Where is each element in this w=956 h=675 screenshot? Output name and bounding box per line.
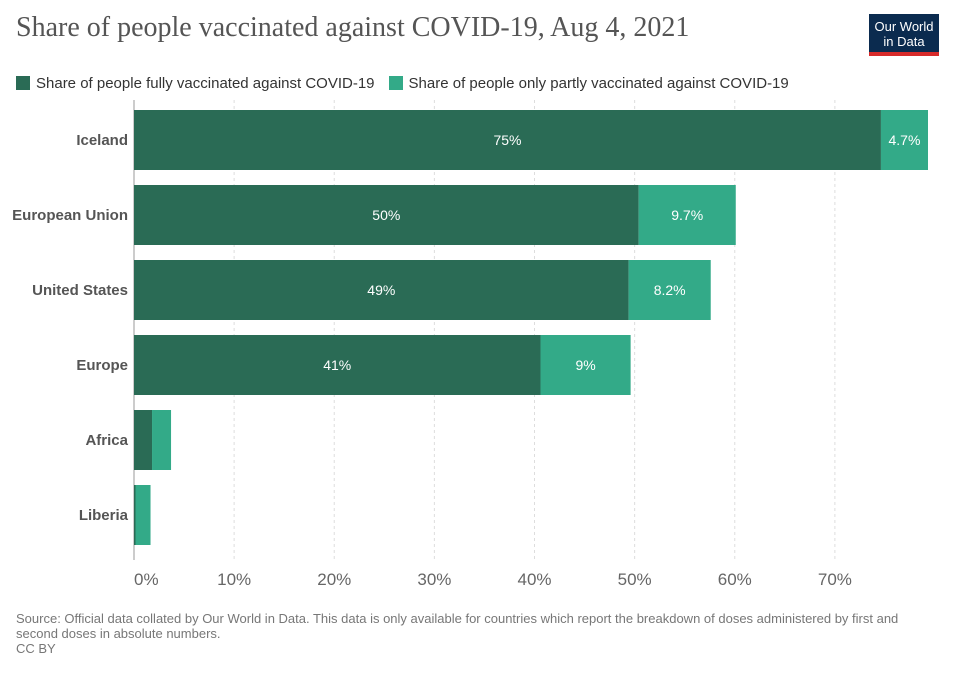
category-label: Africa (85, 432, 128, 449)
bar-partly-vaccinated (152, 410, 172, 470)
x-tick-label-10: 10% (217, 570, 251, 589)
bar-fully-vaccinated (134, 335, 541, 395)
data-label: 9.7% (671, 207, 703, 223)
label-layer: 0% 10% 20% 30% 40% 50% 60% 70% Iceland 75% 4.7% Eur… (12, 132, 920, 589)
grid-layer (133, 100, 836, 560)
source-note: Source: Official data collated by Our Wo… (16, 611, 899, 641)
category-label: European Union (12, 207, 128, 224)
category-label: Europe (76, 357, 128, 374)
x-tick-label-60: 60% (718, 570, 752, 589)
x-tick-label-0: 0% (134, 570, 159, 589)
bar-partly-vaccinated (880, 110, 928, 170)
license-link[interactable]: CC BY (16, 641, 56, 656)
bar-fully-vaccinated (134, 410, 153, 470)
bar-partly-vaccinated (638, 185, 736, 245)
data-label: 4.7% (889, 132, 921, 148)
data-label: 8.2% (654, 282, 686, 298)
bar-partly-vaccinated (540, 335, 631, 395)
x-tick-label-30: 30% (417, 570, 451, 589)
bar-fully-vaccinated (134, 260, 629, 320)
category-label: Liberia (79, 507, 129, 524)
data-label: 75% (493, 132, 521, 148)
legend: Share of people fully vaccinated against… (16, 73, 803, 93)
category-label: United States (32, 282, 128, 299)
data-label: 41% (323, 357, 351, 373)
legend-swatch-partly (388, 76, 403, 90)
x-tick-label-20: 20% (317, 570, 351, 589)
x-tick-label-70: 70% (818, 570, 852, 589)
data-label: 49% (367, 282, 395, 298)
bar-partly-vaccinated (628, 260, 711, 320)
x-tick-label-40: 40% (517, 570, 551, 589)
category-label: Iceland (76, 132, 128, 149)
chart-title: Share of people vaccinated against COVID… (16, 12, 690, 43)
bar-chart: 0% 10% 20% 30% 40% 50% 60% 70% Iceland 75% 4.7% Eur… (12, 100, 928, 589)
logo-line-1: Our World (874, 19, 934, 34)
data-label: 9% (575, 357, 595, 373)
data-label: 50% (372, 207, 400, 223)
logo-line-2: in Data (883, 34, 925, 49)
owid-logo[interactable]: Our World in Data (869, 14, 939, 56)
x-tick-label-50: 50% (618, 570, 652, 589)
legend-label-partly: Share of people only partly vaccinated a… (408, 74, 789, 92)
bar-fully-vaccinated (134, 110, 881, 170)
footer: Source: Official data collated by Our Wo… (16, 611, 936, 656)
legend-item-partly[interactable]: Share of people only partly vaccinated a… (388, 74, 789, 92)
bar-layer (134, 110, 928, 545)
legend-item-fully[interactable]: Share of people fully vaccinated against… (16, 75, 375, 92)
legend-swatch-fully (16, 76, 30, 90)
legend-label-fully: Share of people fully vaccinated against… (36, 74, 375, 92)
bar-partly-vaccinated (135, 485, 151, 545)
bar-fully-vaccinated (134, 485, 136, 545)
bar-fully-vaccinated (134, 185, 639, 245)
